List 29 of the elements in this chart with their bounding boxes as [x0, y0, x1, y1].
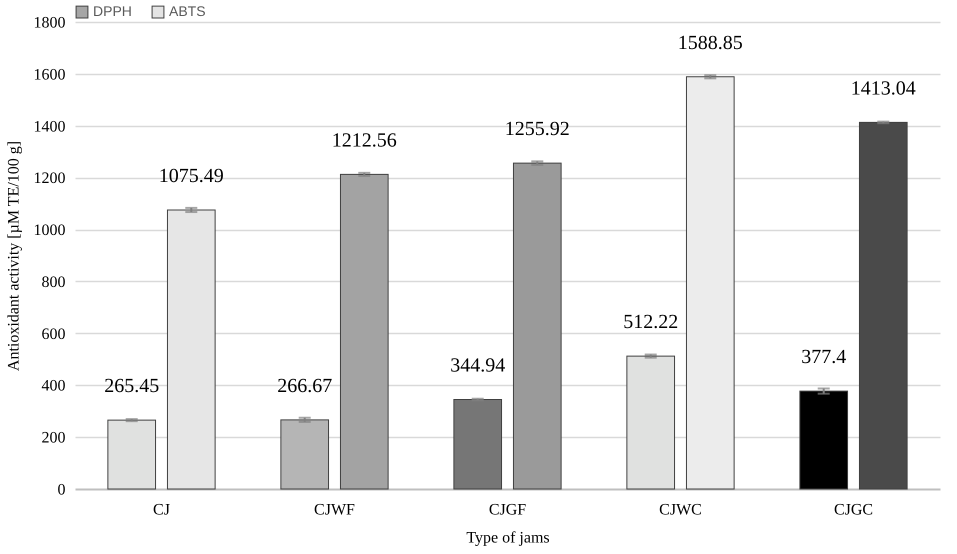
- x-axis-title: Type of jams: [466, 530, 550, 546]
- legend-label: DPPH: [93, 3, 132, 20]
- x-tick-label: CJGF: [488, 502, 526, 518]
- legend-label: ABTS: [169, 3, 206, 20]
- data-label: 265.45: [104, 375, 160, 398]
- x-tick-label: CJWF: [314, 502, 356, 518]
- y-tick-label: 400: [42, 378, 66, 395]
- data-label: 1075.49: [158, 164, 224, 187]
- data-label: 344.94: [450, 354, 506, 377]
- x-tick-label: CJWC: [659, 502, 702, 518]
- data-label: 1212.56: [332, 129, 397, 152]
- y-tick-label: 0: [58, 482, 66, 498]
- data-label: 1413.04: [850, 77, 916, 100]
- data-label: 1588.85: [678, 32, 743, 54]
- y-tick-label: 1600: [34, 66, 66, 84]
- y-tick-label: 1200: [34, 170, 66, 188]
- data-label: 377.4: [801, 346, 846, 368]
- data-label: 512.22: [623, 311, 678, 334]
- y-tick-label: 200: [42, 430, 66, 447]
- data-label: 266.67: [277, 374, 332, 397]
- x-tick-label: CJGC: [834, 502, 874, 518]
- y-tick-label: 1800: [34, 14, 66, 32]
- y-tick-label: 600: [42, 326, 66, 343]
- y-tick-label: 800: [42, 274, 66, 291]
- data-label: 1255.92: [504, 118, 570, 140]
- x-tick-label: CJ: [153, 502, 170, 518]
- y-tick-label: 1000: [34, 222, 66, 240]
- y-axis-title: Antioxidant activity [µM TE/100 g]: [6, 140, 22, 372]
- y-tick-label: 1400: [34, 118, 66, 136]
